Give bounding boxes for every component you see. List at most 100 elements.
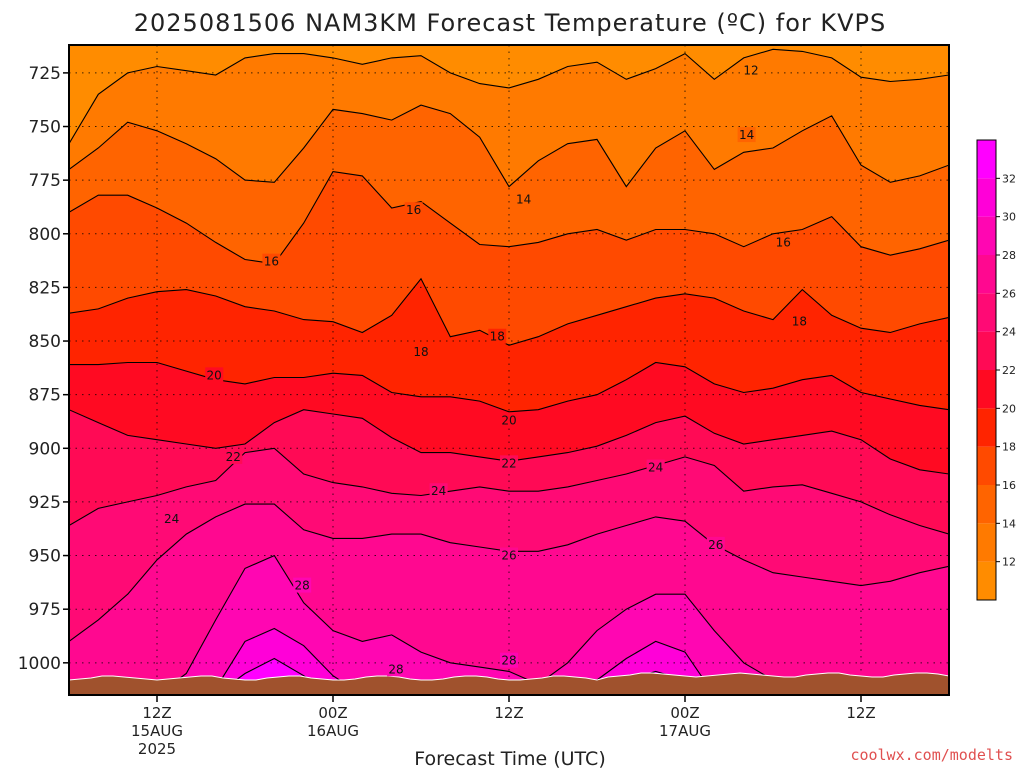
x-tick-label: 17AUG [659, 722, 711, 740]
colorbar-tick-label: 32 [1002, 172, 1016, 185]
contour-label: 24 [648, 461, 663, 475]
x-axis-label: Forecast Time (UTC) [414, 748, 605, 768]
colorbar-tick-label: 14 [1002, 517, 1016, 530]
colorbar-tick-label: 18 [1002, 441, 1016, 454]
x-tick-label: 12Z [494, 704, 523, 722]
colorbar-band-22 [977, 331, 996, 370]
contour-label-bg [205, 367, 224, 383]
contour-label-bg [488, 328, 507, 344]
contour-label: 26 [501, 549, 516, 563]
colorbar-tick-label: 30 [1002, 211, 1016, 224]
contour-label: 14 [739, 128, 754, 142]
x-tick-label: 16AUG [307, 722, 359, 740]
contour-label-bg [404, 202, 423, 218]
contour-label: 14 [516, 192, 531, 206]
y-tick-label: 900 [29, 439, 61, 459]
x-tick-label: 12Z [142, 704, 171, 722]
colorbar-band-26 [977, 255, 996, 294]
contour-label-bg [412, 343, 430, 359]
plot-area: 12 14 14 16 16 16 18 18 18 20 20 22 22 24 24 24 26 26 28 28… [69, 45, 949, 695]
colorbar-tick-label: 28 [1002, 249, 1016, 262]
y-tick-label: 775 [29, 171, 61, 191]
y-tick-label: 850 [29, 332, 61, 352]
y-tick-label: 750 [29, 118, 61, 138]
isotherm-24 [69, 447, 949, 535]
chart-title: 2025081506 NAM3KM Forecast Temperature (… [134, 9, 887, 37]
colorbar-tick-label: 20 [1002, 402, 1016, 415]
x-tick-label: 2025 [138, 740, 176, 758]
colorbar-band-16 [977, 446, 996, 485]
contour-label: 26 [708, 538, 723, 552]
contour-label-bg [737, 127, 756, 143]
contour-label: 18 [490, 330, 505, 344]
contour-label-bg [429, 483, 448, 499]
contour-label-bg [500, 547, 518, 563]
y-tick-label: 950 [29, 547, 61, 567]
y-tick-label: 800 [29, 225, 61, 245]
contour-label-bg [500, 652, 518, 668]
x-tick-label: 12Z [846, 704, 875, 722]
colorbar-band-28 [977, 216, 996, 255]
contour-label: 20 [207, 368, 222, 382]
y-axis: 725 750 775 800 825 850 875 900 925 950 975 1000 [18, 64, 69, 674]
colorbar-band-10 [977, 561, 996, 600]
contour-label-bg [500, 455, 518, 471]
isotherm-16 [69, 171, 949, 265]
colorbar-band-30 [977, 178, 996, 217]
contour-label: 16 [406, 203, 421, 217]
contour-label-bg [790, 313, 809, 329]
colorbar-tick-label: 26 [1002, 287, 1016, 300]
contour-label-bg [387, 661, 406, 677]
isotherm-18 [69, 277, 949, 346]
y-tick-label: 1000 [18, 654, 61, 674]
colorbar-tick-label: 24 [1002, 326, 1016, 339]
contour-label: 18 [792, 315, 807, 329]
contour-label-bg [262, 253, 281, 269]
contour-label: 24 [164, 512, 179, 526]
contour-label: 28 [501, 654, 516, 668]
colorbar-band-32 [977, 140, 996, 179]
credit-text: coolwx.com/modelts [850, 746, 1013, 764]
contour-label: 12 [743, 64, 758, 78]
contour-label: 28 [388, 662, 403, 676]
contour-label-bg [706, 536, 725, 552]
contour-label-bg [514, 191, 533, 207]
y-tick-label: 825 [29, 278, 61, 298]
contour-label: 16 [776, 235, 791, 249]
y-tick-label: 925 [29, 493, 61, 513]
x-tick-label: 15AUG [131, 722, 183, 740]
contour-label: 28 [295, 579, 310, 593]
y-tick-label: 725 [29, 64, 61, 84]
contour-label-bg [293, 577, 312, 593]
y-tick-label: 975 [29, 600, 61, 620]
contour-labels: 12 14 14 16 16 16 18 18 18 20 20 22 22 24 24 24 26 26 28 28… [162, 62, 809, 677]
y-tick-label: 875 [29, 386, 61, 406]
colorbar-tick-label: 22 [1002, 364, 1016, 377]
contour-label: 16 [264, 255, 279, 269]
contour-label: 20 [501, 413, 516, 427]
x-tick-label: 00Z [318, 704, 347, 722]
grid-lines [69, 45, 949, 695]
x-tick-label: 00Z [670, 704, 699, 722]
ground-surface [69, 672, 949, 695]
contour-label-bg [774, 234, 793, 250]
contour-label: 18 [413, 345, 428, 359]
ground-area [69, 672, 949, 695]
contour-label: 22 [226, 450, 241, 464]
contour-label-bg [742, 62, 760, 78]
temperature-bands [69, 45, 949, 695]
contour-label: 24 [431, 484, 446, 498]
contour-label-bg [162, 511, 181, 527]
colorbar-band-20 [977, 370, 996, 409]
colorbar-tick-label: 12 [1002, 556, 1016, 569]
isotherm-14 [69, 104, 949, 188]
colorbar-tick-label: 16 [1002, 479, 1016, 492]
contour-label-bg [500, 412, 518, 428]
colorbar-band-12 [977, 523, 996, 562]
colorbar-band-24 [977, 293, 996, 332]
colorbar: 12 14 16 18 20 22 24 26 28 30 32 [976, 139, 1016, 601]
contour-label: 22 [501, 456, 516, 470]
isotherm-12 [69, 48, 949, 144]
